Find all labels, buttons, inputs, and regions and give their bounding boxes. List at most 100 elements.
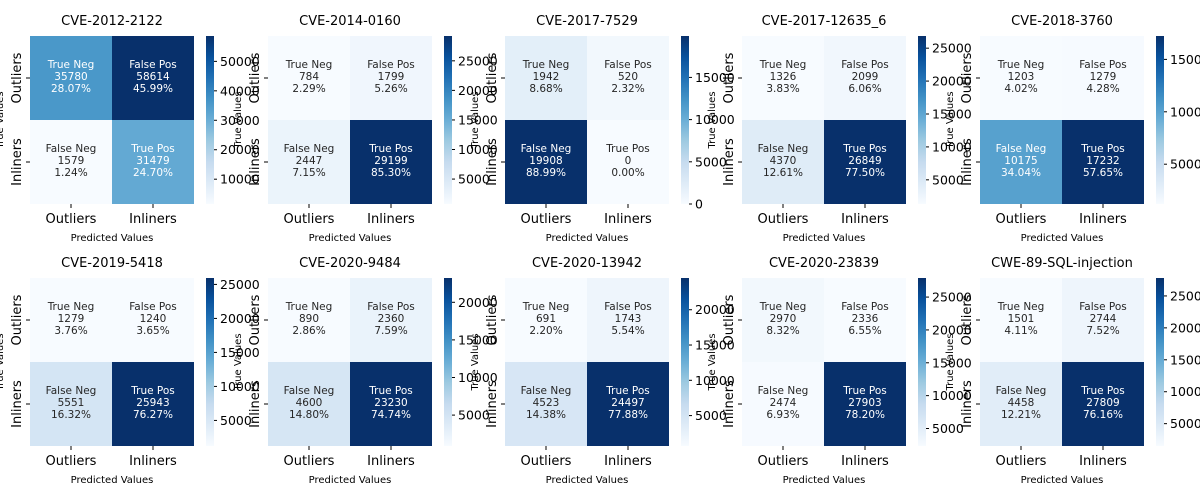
cell-count: 1279: [1090, 71, 1117, 83]
panel-title: CWE-89-SQL-injection: [991, 256, 1133, 271]
cell-count: 58614: [136, 71, 170, 83]
cell-percent: 3.65%: [136, 325, 169, 337]
colorbar: [681, 278, 689, 446]
y-axis-label: True Values: [707, 91, 718, 149]
colorbar-tick-label: 10000: [695, 373, 735, 388]
colorbar-tick-label: 5000: [695, 408, 727, 423]
x-tick-label: Inliners: [1079, 454, 1127, 469]
cell-percent: 6.06%: [848, 83, 881, 95]
heatmap-cell: [505, 120, 587, 204]
cell-label: False Pos: [604, 301, 652, 313]
cell-label: False Neg: [521, 143, 572, 155]
y-tick-label: Inliners: [722, 380, 737, 428]
colorbar-tick-label: 5000: [932, 172, 964, 187]
panel-title: CVE-2020-23839: [769, 256, 879, 271]
cell-label: False Neg: [521, 385, 572, 397]
cell-label: False Neg: [996, 385, 1047, 397]
cell-percent: 34.04%: [1001, 167, 1041, 179]
cell-percent: 77.50%: [845, 167, 885, 179]
heatmap-cell: [742, 120, 824, 204]
cell-percent: 8.68%: [529, 83, 562, 95]
heatmap-cell: [980, 36, 1062, 120]
cell-count: 784: [299, 71, 319, 83]
cell-label: True Neg: [997, 59, 1045, 71]
cell-percent: 7.15%: [292, 167, 325, 179]
cell-label: False Pos: [367, 301, 415, 313]
cell-label: True Pos: [605, 143, 650, 155]
heatmap-cell: [587, 36, 669, 120]
cell-count: 4458: [1008, 397, 1035, 409]
cell-count: 1326: [770, 71, 797, 83]
cell-count: 1743: [615, 313, 642, 325]
cell-percent: 77.88%: [608, 409, 648, 421]
colorbar-tick-label: 5000: [1170, 416, 1200, 431]
colorbar-tick-label: 0: [695, 197, 703, 212]
x-axis-label: Predicted Values: [309, 475, 392, 486]
cell-label: True Neg: [47, 59, 95, 71]
cell-count: 2970: [770, 313, 797, 325]
x-tick-label: Inliners: [129, 212, 177, 227]
cell-count: 1501: [1008, 313, 1035, 325]
x-tick-label: Outliers: [46, 454, 97, 469]
cell-percent: 7.59%: [374, 325, 407, 337]
panel-title: CVE-2017-7529: [536, 14, 638, 29]
heatmap-cell: [268, 278, 350, 362]
panel-title: CVE-2019-5418: [61, 256, 163, 271]
cell-count: 4600: [296, 397, 323, 409]
colorbar-tick-label: 5000: [458, 172, 490, 187]
colorbar-tick-label: 5000: [695, 154, 727, 169]
cell-count: 1240: [140, 313, 167, 325]
cell-label: True Neg: [522, 59, 570, 71]
cell-label: False Neg: [284, 143, 335, 155]
y-axis-label: True Values: [945, 91, 956, 149]
heatmap-cell: [505, 362, 587, 446]
heatmap-cell: [1062, 278, 1144, 362]
colorbar-tick-label: 15000: [932, 106, 972, 121]
cell-percent: 0.00%: [611, 167, 644, 179]
cell-percent: 28.07%: [51, 83, 91, 95]
heatmap-cell: [30, 36, 112, 120]
colorbar-tick-label: 40000: [220, 83, 260, 98]
cell-count: 29199: [374, 155, 407, 167]
x-axis-label: Predicted Values: [1021, 233, 1104, 244]
heatmap-cell: [350, 362, 432, 446]
cell-count: 35780: [54, 71, 87, 83]
colorbar: [681, 36, 689, 204]
y-axis-label: True Values: [470, 91, 481, 149]
cell-count: 0: [625, 155, 632, 167]
colorbar-tick-label: 10000: [458, 142, 498, 157]
panel-title: CVE-2014-0160: [299, 14, 401, 29]
heatmap-cell: [505, 278, 587, 362]
x-tick-label: Outliers: [996, 454, 1047, 469]
y-tick-label: Outliers: [960, 294, 975, 345]
heatmap-cell: [112, 278, 194, 362]
colorbar-tick-label: 20000: [1170, 320, 1200, 335]
heatmap-cell: [268, 362, 350, 446]
x-axis-label: Predicted Values: [71, 475, 154, 486]
cell-percent: 2.86%: [292, 325, 325, 337]
x-tick-label: Inliners: [129, 454, 177, 469]
cell-count: 890: [299, 313, 319, 325]
panel-title: CVE-2012-2122: [61, 14, 163, 29]
cell-percent: 74.74%: [371, 409, 411, 421]
cell-label: True Pos: [130, 385, 175, 397]
cell-percent: 76.16%: [1083, 409, 1123, 421]
colorbar-tick-label: 15000: [1170, 352, 1200, 367]
y-tick-label: Outliers: [485, 294, 500, 345]
heatmap-cell: [268, 36, 350, 120]
cell-count: 27903: [848, 397, 881, 409]
cell-percent: 2.32%: [611, 83, 644, 95]
colorbar-tick-label: 10000: [932, 139, 972, 154]
colorbar-tick-label: 20000: [932, 74, 972, 89]
cell-percent: 4.11%: [1004, 325, 1037, 337]
y-axis-label: True Values: [470, 333, 481, 391]
colorbar-tick-label: 15000: [220, 345, 260, 360]
x-tick-label: Outliers: [521, 454, 572, 469]
cell-count: 1279: [58, 313, 85, 325]
heatmap-cell: [112, 362, 194, 446]
heatmap-cell: [268, 120, 350, 204]
colorbar-tick-label: 30000: [220, 113, 260, 128]
